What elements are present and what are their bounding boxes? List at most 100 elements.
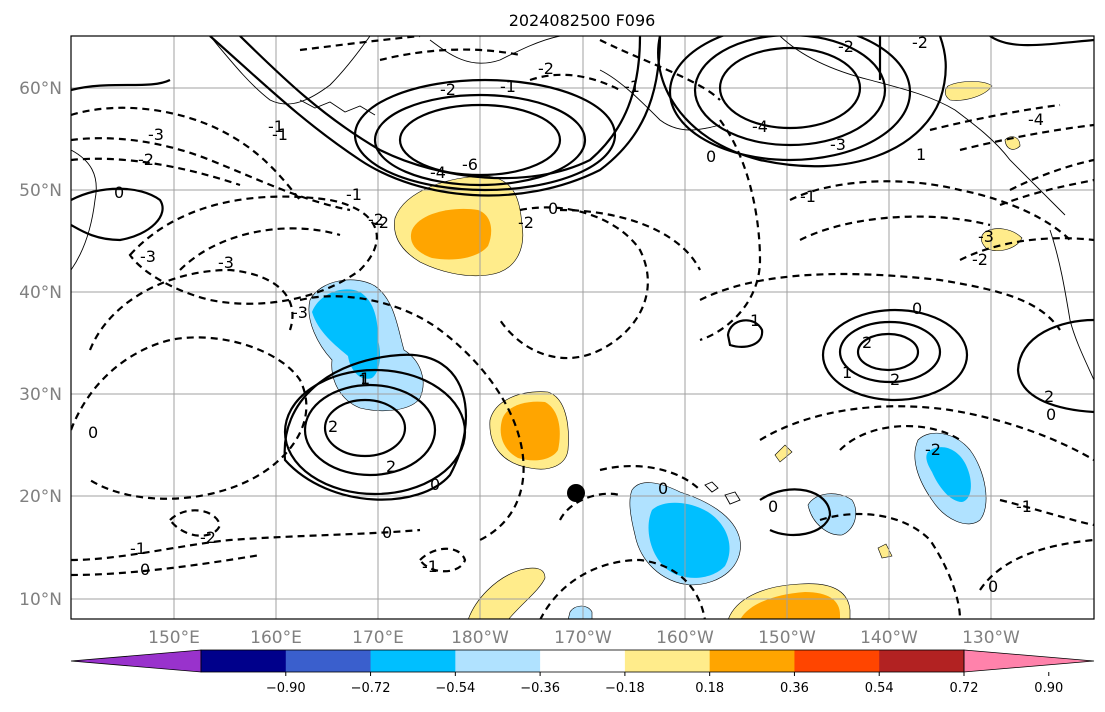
contour-label: -2 xyxy=(200,528,216,547)
lon-label: 180°W xyxy=(451,628,509,648)
shade-blue-2 xyxy=(648,502,730,578)
colorbar-tick-label: 0.72 xyxy=(950,681,979,696)
aleutian-chain xyxy=(299,99,376,116)
shade-blue-1 xyxy=(312,289,380,379)
contour-label: -3 xyxy=(218,253,234,272)
map-title: 2024082500 F096 xyxy=(509,11,656,30)
contour-label: -2 xyxy=(912,33,928,52)
lon-label: 130°W xyxy=(962,628,1020,648)
alaska-islands xyxy=(429,36,561,64)
contour-label: 0 xyxy=(88,423,98,442)
north-america-coast xyxy=(1049,229,1094,381)
lon-label: 150°W xyxy=(758,628,816,648)
colorbar-bin xyxy=(879,650,965,672)
alaska-coast xyxy=(779,36,1066,216)
contour-label: -6 xyxy=(462,155,478,174)
contour-label: 1 xyxy=(916,145,926,164)
contour-label: 0 xyxy=(140,560,150,579)
shade-yellow-6 xyxy=(981,228,1023,251)
contour-label: -3 xyxy=(830,135,846,154)
shaded-anomalies xyxy=(308,81,1023,619)
contour-pos-1 xyxy=(398,103,562,177)
longitude-labels: 150°E 160°E 170°E 180°W 170°W 160°W 150°… xyxy=(148,628,1020,648)
contour-label: 0 xyxy=(114,183,124,202)
contour-label: -3 xyxy=(978,227,994,246)
hawaii-2 xyxy=(724,491,741,505)
contour-label: 0 xyxy=(706,147,716,166)
lat-label: 40°N xyxy=(19,283,62,303)
contour-label: 2 xyxy=(386,457,396,476)
contour-label: -1 xyxy=(1016,497,1032,516)
contour-label: -3 xyxy=(292,303,308,322)
colorbar-tick-label: −0.54 xyxy=(435,681,475,696)
contour-labels: -3 -2 -1 0 -2 -3 -4 -6 -2 -1 -2 -2 -3 -2… xyxy=(88,33,1056,596)
contour-label: 0 xyxy=(1046,405,1056,424)
contour-label: 0 xyxy=(768,497,778,516)
colorbar-bin xyxy=(540,650,626,672)
contour-label: 0 xyxy=(382,523,392,542)
lon-label: 140°W xyxy=(860,628,918,648)
contour-label: -2 xyxy=(838,37,854,56)
contour-label: 0 xyxy=(912,299,922,318)
contour-label: -4 xyxy=(430,163,446,182)
lon-label: 170°W xyxy=(554,628,612,648)
contour-label: 0 xyxy=(430,475,440,494)
colorbar-tick-label: 0.18 xyxy=(695,681,724,696)
contour-label: 1 xyxy=(842,363,852,382)
colorbar-bin xyxy=(794,650,880,672)
lat-label: 20°N xyxy=(19,487,62,507)
contour-label: -2 xyxy=(925,440,941,459)
colorbar-tick-label: −0.36 xyxy=(520,681,560,696)
lon-label: 160°W xyxy=(656,628,714,648)
lon-label: 150°E xyxy=(148,628,200,648)
shade-yellow-5 xyxy=(944,81,993,101)
contour-label: -1 xyxy=(130,539,146,558)
contour-label: -2 xyxy=(138,150,154,169)
contour-label: -3 xyxy=(140,247,156,266)
contour-label: 2 xyxy=(328,417,338,436)
shade-orange-2 xyxy=(500,401,560,461)
lat-label: 50°N xyxy=(19,181,62,201)
lon-label: 160°E xyxy=(250,628,302,648)
shade-blue-3 xyxy=(926,447,971,502)
contours xyxy=(71,36,1094,619)
shade-yellow-8 xyxy=(774,444,793,463)
latitude-labels: 60°N 50°N 40°N 30°N 20°N 10°N xyxy=(19,79,62,610)
contour-label: -2 xyxy=(972,250,988,269)
lat-label: 10°N xyxy=(19,590,62,610)
contour-label: 1 xyxy=(358,371,368,390)
lat-label: 30°N xyxy=(19,385,62,405)
map-border xyxy=(70,35,1095,620)
contour-label: -1 xyxy=(422,557,438,576)
colorbar-extend-low xyxy=(70,649,202,673)
bering-coast-west xyxy=(209,36,371,105)
contour-label: -2 xyxy=(368,210,384,229)
map-area: -3 -2 -1 0 -2 -3 -4 -6 -2 -1 -2 -2 -3 -2… xyxy=(71,33,1094,619)
colorbar-bin xyxy=(709,650,795,672)
contour-label: -4 xyxy=(752,117,768,136)
contour-label: -1 xyxy=(800,187,816,206)
contour-pos-3 xyxy=(323,398,407,458)
contour-label: -2 xyxy=(373,213,389,232)
coastlines xyxy=(71,36,1094,505)
contour-label: 2 xyxy=(890,370,900,389)
contour-label: 2 xyxy=(862,333,872,352)
contour-label: 1 xyxy=(750,311,760,330)
colorbar-bin xyxy=(624,650,711,672)
contour-label: 0 xyxy=(548,199,558,218)
contour-label: -1 xyxy=(268,117,284,136)
colorbar-border xyxy=(200,649,965,673)
contour-label: 1 xyxy=(360,369,370,388)
kamchatka-coast xyxy=(71,149,97,271)
colorbar-bin xyxy=(285,650,372,672)
colorbar-tick-label: −0.18 xyxy=(605,681,645,696)
contour-label: -1 xyxy=(346,185,362,204)
contour-label: 2 xyxy=(1044,387,1054,406)
contour-label: -1 xyxy=(272,125,288,144)
colorbar-tick-label: −0.90 xyxy=(266,681,306,696)
contour-label: -1 xyxy=(500,77,516,96)
contour-label: 0 xyxy=(658,479,668,498)
colorbar-extend-high xyxy=(963,649,1095,673)
lon-label: 170°E xyxy=(352,628,404,648)
